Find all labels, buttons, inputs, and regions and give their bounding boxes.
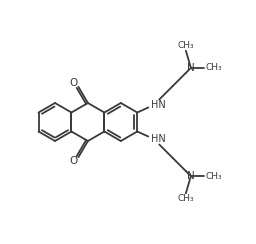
Text: O: O: [69, 78, 78, 88]
Text: CH₃: CH₃: [206, 172, 222, 181]
Text: N: N: [187, 171, 195, 181]
Text: CH₃: CH₃: [178, 41, 194, 50]
Text: CH₃: CH₃: [178, 194, 194, 203]
Text: CH₃: CH₃: [206, 63, 222, 72]
Text: O: O: [69, 156, 78, 166]
Text: N: N: [187, 63, 195, 73]
Text: HN: HN: [151, 100, 166, 110]
Text: HN: HN: [151, 134, 166, 144]
